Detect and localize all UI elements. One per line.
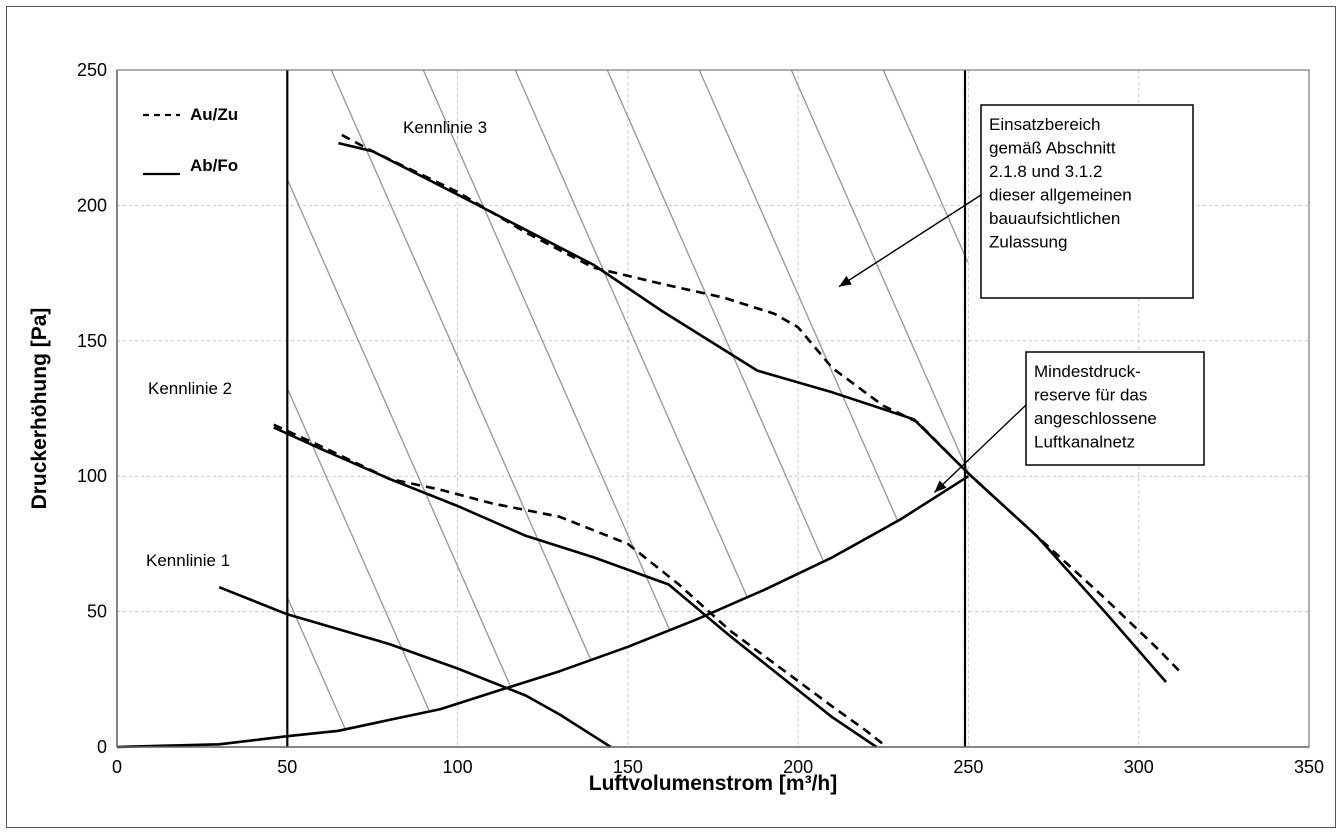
- tick-labels: 0 50 100 150 200 250 300 350 0 50 100 150 200 250: [77, 60, 1324, 777]
- hatch-line: [606, 69, 824, 561]
- y-axis-label: Druckerhöhung [Pa]: [28, 308, 51, 510]
- mindestdruck-callout: Mindestdruck-reserve für das angeschlosse…: [933, 351, 1205, 493]
- callout-line: 2.1.8 und 3.1.2: [989, 162, 1102, 181]
- hatch-line: [287, 389, 430, 711]
- x-tick-label: 350: [1294, 757, 1324, 777]
- y-tick-label: 0: [97, 737, 107, 757]
- callout-line: angeschlossene: [1034, 409, 1157, 428]
- callout-line: Einsatzbereich: [989, 115, 1101, 134]
- label-kennlinie-3: Kennlinie 3: [403, 118, 487, 137]
- hatch-line: [790, 69, 969, 473]
- legend-label-auzu: Au/Zu: [190, 105, 238, 124]
- hatch-line: [330, 69, 592, 661]
- callout-arrow-shaft: [838, 194, 982, 288]
- series-ab-fo-kennlinie-1: [218, 585, 612, 749]
- legend: Au/Zu Ab/Fo: [143, 105, 238, 176]
- hatch-line: [287, 179, 511, 687]
- x-tick-label: 200: [783, 757, 813, 777]
- hatch-area: [286, 69, 969, 729]
- hatch-line: [882, 69, 969, 263]
- series-ab-fo-kennlinie-3: [338, 141, 1167, 683]
- x-tick-label: 0: [112, 757, 122, 777]
- callout-arrow-head: [934, 480, 947, 493]
- annotations: Kennlinie 3 Kennlinie 2 Kennlinie 1 Eins…: [146, 104, 1205, 570]
- series-ab-fo-kennlinie-2: [273, 426, 878, 749]
- x-tick-label: 250: [953, 757, 983, 777]
- x-tick-label: 150: [613, 757, 643, 777]
- einsatzbereich-callout: Einsatzbereich gemäß Abschnitt 2.1.8 und 3…: [838, 104, 1194, 299]
- x-tick-label: 100: [443, 757, 473, 777]
- y-tick-label: 200: [77, 195, 107, 215]
- axis-labels: Luftvolumenstrom [m³/h] Druckerhöhung [P…: [28, 308, 837, 795]
- y-tick-label: 50: [87, 602, 107, 622]
- hatch-line: [286, 597, 346, 729]
- callout-box: [980, 104, 1194, 299]
- x-axis-label: Luftvolumenstrom [m³/h]: [589, 772, 837, 795]
- callout-line: Luftkanalnetz: [1034, 433, 1135, 452]
- callout-box: [1025, 351, 1205, 466]
- callout-line: Mindestdruck-: [1034, 362, 1141, 381]
- callout-line: gemäß Abschnitt: [989, 139, 1116, 158]
- callout-line: bauaufsichtlichen: [989, 209, 1120, 228]
- hatch-line: [514, 69, 748, 597]
- callout-arrow-shaft: [933, 404, 1027, 493]
- series-lines: [116, 70, 1181, 749]
- label-kennlinie-2: Kennlinie 2: [148, 379, 232, 398]
- legend-label-abfo: Ab/Fo: [190, 156, 238, 175]
- axes: [116, 69, 1310, 748]
- callout-line: reserve für das: [1034, 386, 1147, 405]
- series-mindestdruckreserve: [116, 475, 970, 749]
- label-kennlinie-1: Kennlinie 1: [146, 551, 230, 570]
- hatch-line: [422, 69, 671, 631]
- callout-arrow-head: [839, 275, 852, 287]
- callout-line: dieser allgemeinen: [989, 186, 1132, 205]
- y-tick-label: 150: [77, 331, 107, 351]
- y-tick-label: 100: [77, 466, 107, 486]
- callout-line: Zulassung: [989, 233, 1067, 252]
- hatch-line: [698, 69, 898, 521]
- series-au-zu-kennlinie-2: [273, 423, 888, 749]
- y-tick-label: 250: [77, 60, 107, 80]
- x-tick-label: 300: [1124, 757, 1154, 777]
- x-tick-label: 50: [277, 757, 297, 777]
